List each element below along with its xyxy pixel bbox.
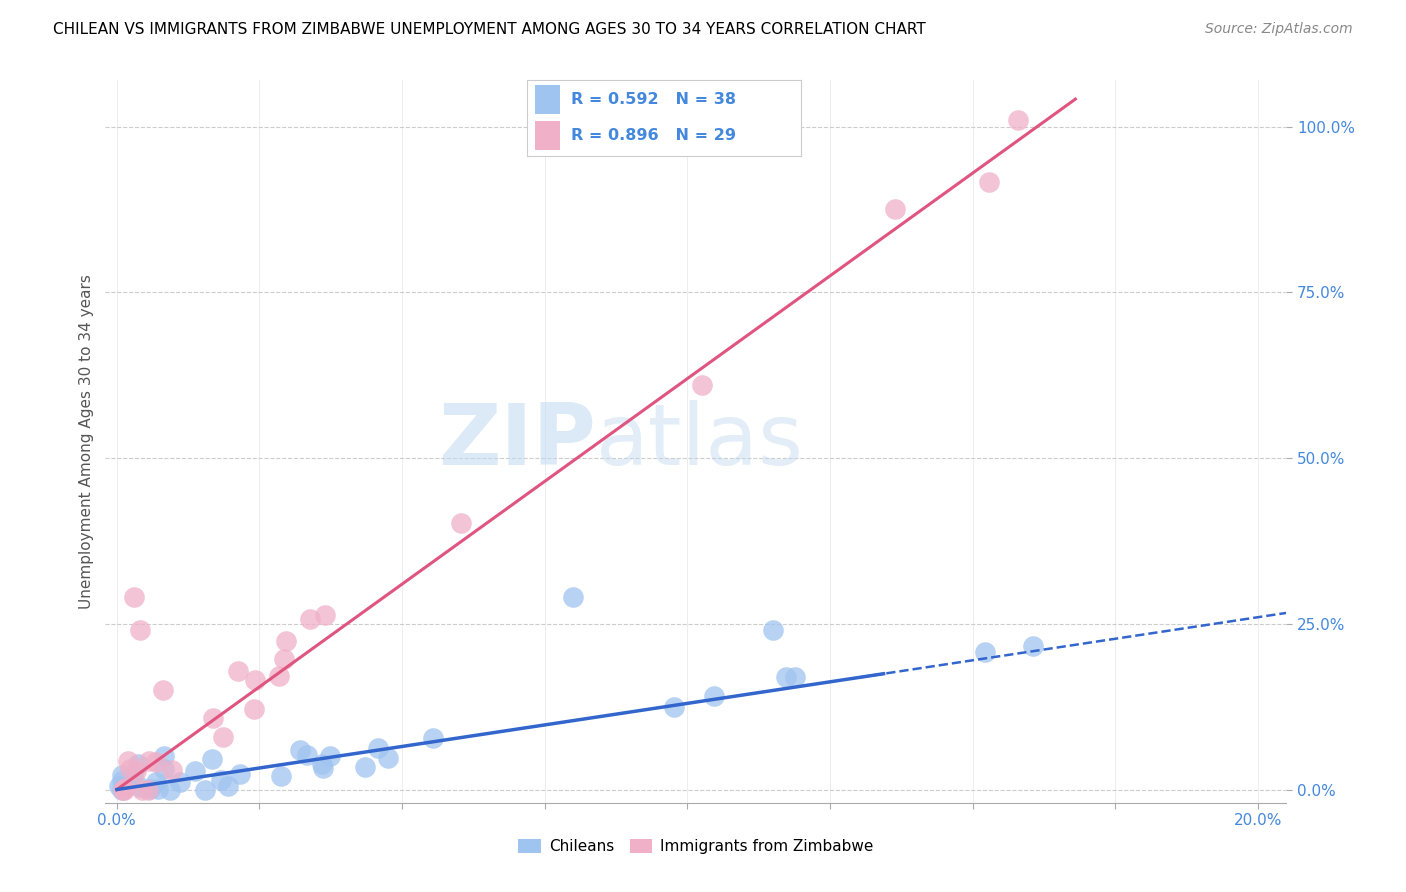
Bar xyxy=(536,121,560,150)
Point xyxy=(145,755,167,769)
Point xyxy=(194,782,217,797)
Point xyxy=(775,670,797,684)
Point xyxy=(111,774,134,789)
Point xyxy=(785,670,807,684)
Point xyxy=(762,624,785,638)
Point xyxy=(243,702,266,716)
Point xyxy=(243,673,266,687)
Point xyxy=(131,782,153,797)
Y-axis label: Unemployment Among Ages 30 to 34 years: Unemployment Among Ages 30 to 34 years xyxy=(79,274,94,609)
Point xyxy=(228,664,250,678)
Point xyxy=(153,762,176,776)
Point xyxy=(145,774,167,789)
Point xyxy=(138,755,160,769)
Point xyxy=(274,634,297,648)
Point xyxy=(314,607,336,622)
Point xyxy=(288,742,311,756)
Point xyxy=(160,764,183,778)
Point xyxy=(662,700,685,714)
Point xyxy=(1022,639,1045,653)
Point xyxy=(209,772,232,787)
Point xyxy=(977,175,1000,189)
Point xyxy=(273,651,295,665)
Point xyxy=(169,774,191,789)
Point xyxy=(267,669,290,683)
Point xyxy=(202,711,225,725)
Point xyxy=(122,767,145,781)
Point xyxy=(127,756,149,771)
Point xyxy=(112,782,135,797)
Point xyxy=(319,748,342,763)
Point xyxy=(138,781,160,796)
Point xyxy=(153,749,176,764)
Point xyxy=(562,591,585,605)
Point xyxy=(159,782,181,797)
Point xyxy=(377,750,399,764)
Text: Source: ZipAtlas.com: Source: ZipAtlas.com xyxy=(1205,22,1353,37)
Point xyxy=(112,782,135,797)
Point xyxy=(183,764,205,779)
Point xyxy=(884,202,907,216)
Point xyxy=(690,377,713,392)
Point xyxy=(128,624,150,638)
Point xyxy=(129,780,152,795)
Point xyxy=(228,767,250,781)
Point xyxy=(270,769,292,783)
Point xyxy=(122,591,145,605)
Point xyxy=(297,747,319,762)
Point xyxy=(974,644,997,658)
Point xyxy=(111,768,134,782)
Bar xyxy=(536,85,560,113)
Point xyxy=(311,756,333,771)
Point xyxy=(107,779,129,793)
Point xyxy=(353,759,375,773)
Point xyxy=(312,761,335,775)
Text: R = 0.896   N = 29: R = 0.896 N = 29 xyxy=(571,128,737,143)
Point xyxy=(422,731,444,745)
Point xyxy=(211,730,233,744)
Point xyxy=(118,762,141,776)
Point xyxy=(201,752,224,766)
Point xyxy=(136,782,159,797)
Text: R = 0.592   N = 38: R = 0.592 N = 38 xyxy=(571,92,737,107)
Point xyxy=(110,782,132,797)
Point xyxy=(299,612,322,626)
Point xyxy=(125,764,148,778)
Point xyxy=(146,781,169,796)
Text: atlas: atlas xyxy=(596,400,804,483)
Legend: Chileans, Immigrants from Zimbabwe: Chileans, Immigrants from Zimbabwe xyxy=(512,833,880,860)
Point xyxy=(114,781,136,796)
Point xyxy=(117,754,139,768)
Point xyxy=(367,741,389,756)
Point xyxy=(450,516,472,531)
Text: ZIP: ZIP xyxy=(437,400,596,483)
Point xyxy=(217,779,239,793)
Text: CHILEAN VS IMMIGRANTS FROM ZIMBABWE UNEMPLOYMENT AMONG AGES 30 TO 34 YEARS CORRE: CHILEAN VS IMMIGRANTS FROM ZIMBABWE UNEM… xyxy=(53,22,927,37)
Point xyxy=(1007,113,1029,128)
Point xyxy=(152,683,174,698)
Point xyxy=(703,689,725,703)
